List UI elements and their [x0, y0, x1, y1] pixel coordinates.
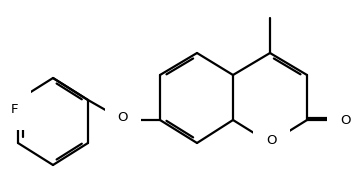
Text: O: O [340, 113, 351, 127]
Text: O: O [267, 134, 277, 147]
Text: F: F [11, 103, 18, 117]
Text: O: O [118, 111, 128, 124]
